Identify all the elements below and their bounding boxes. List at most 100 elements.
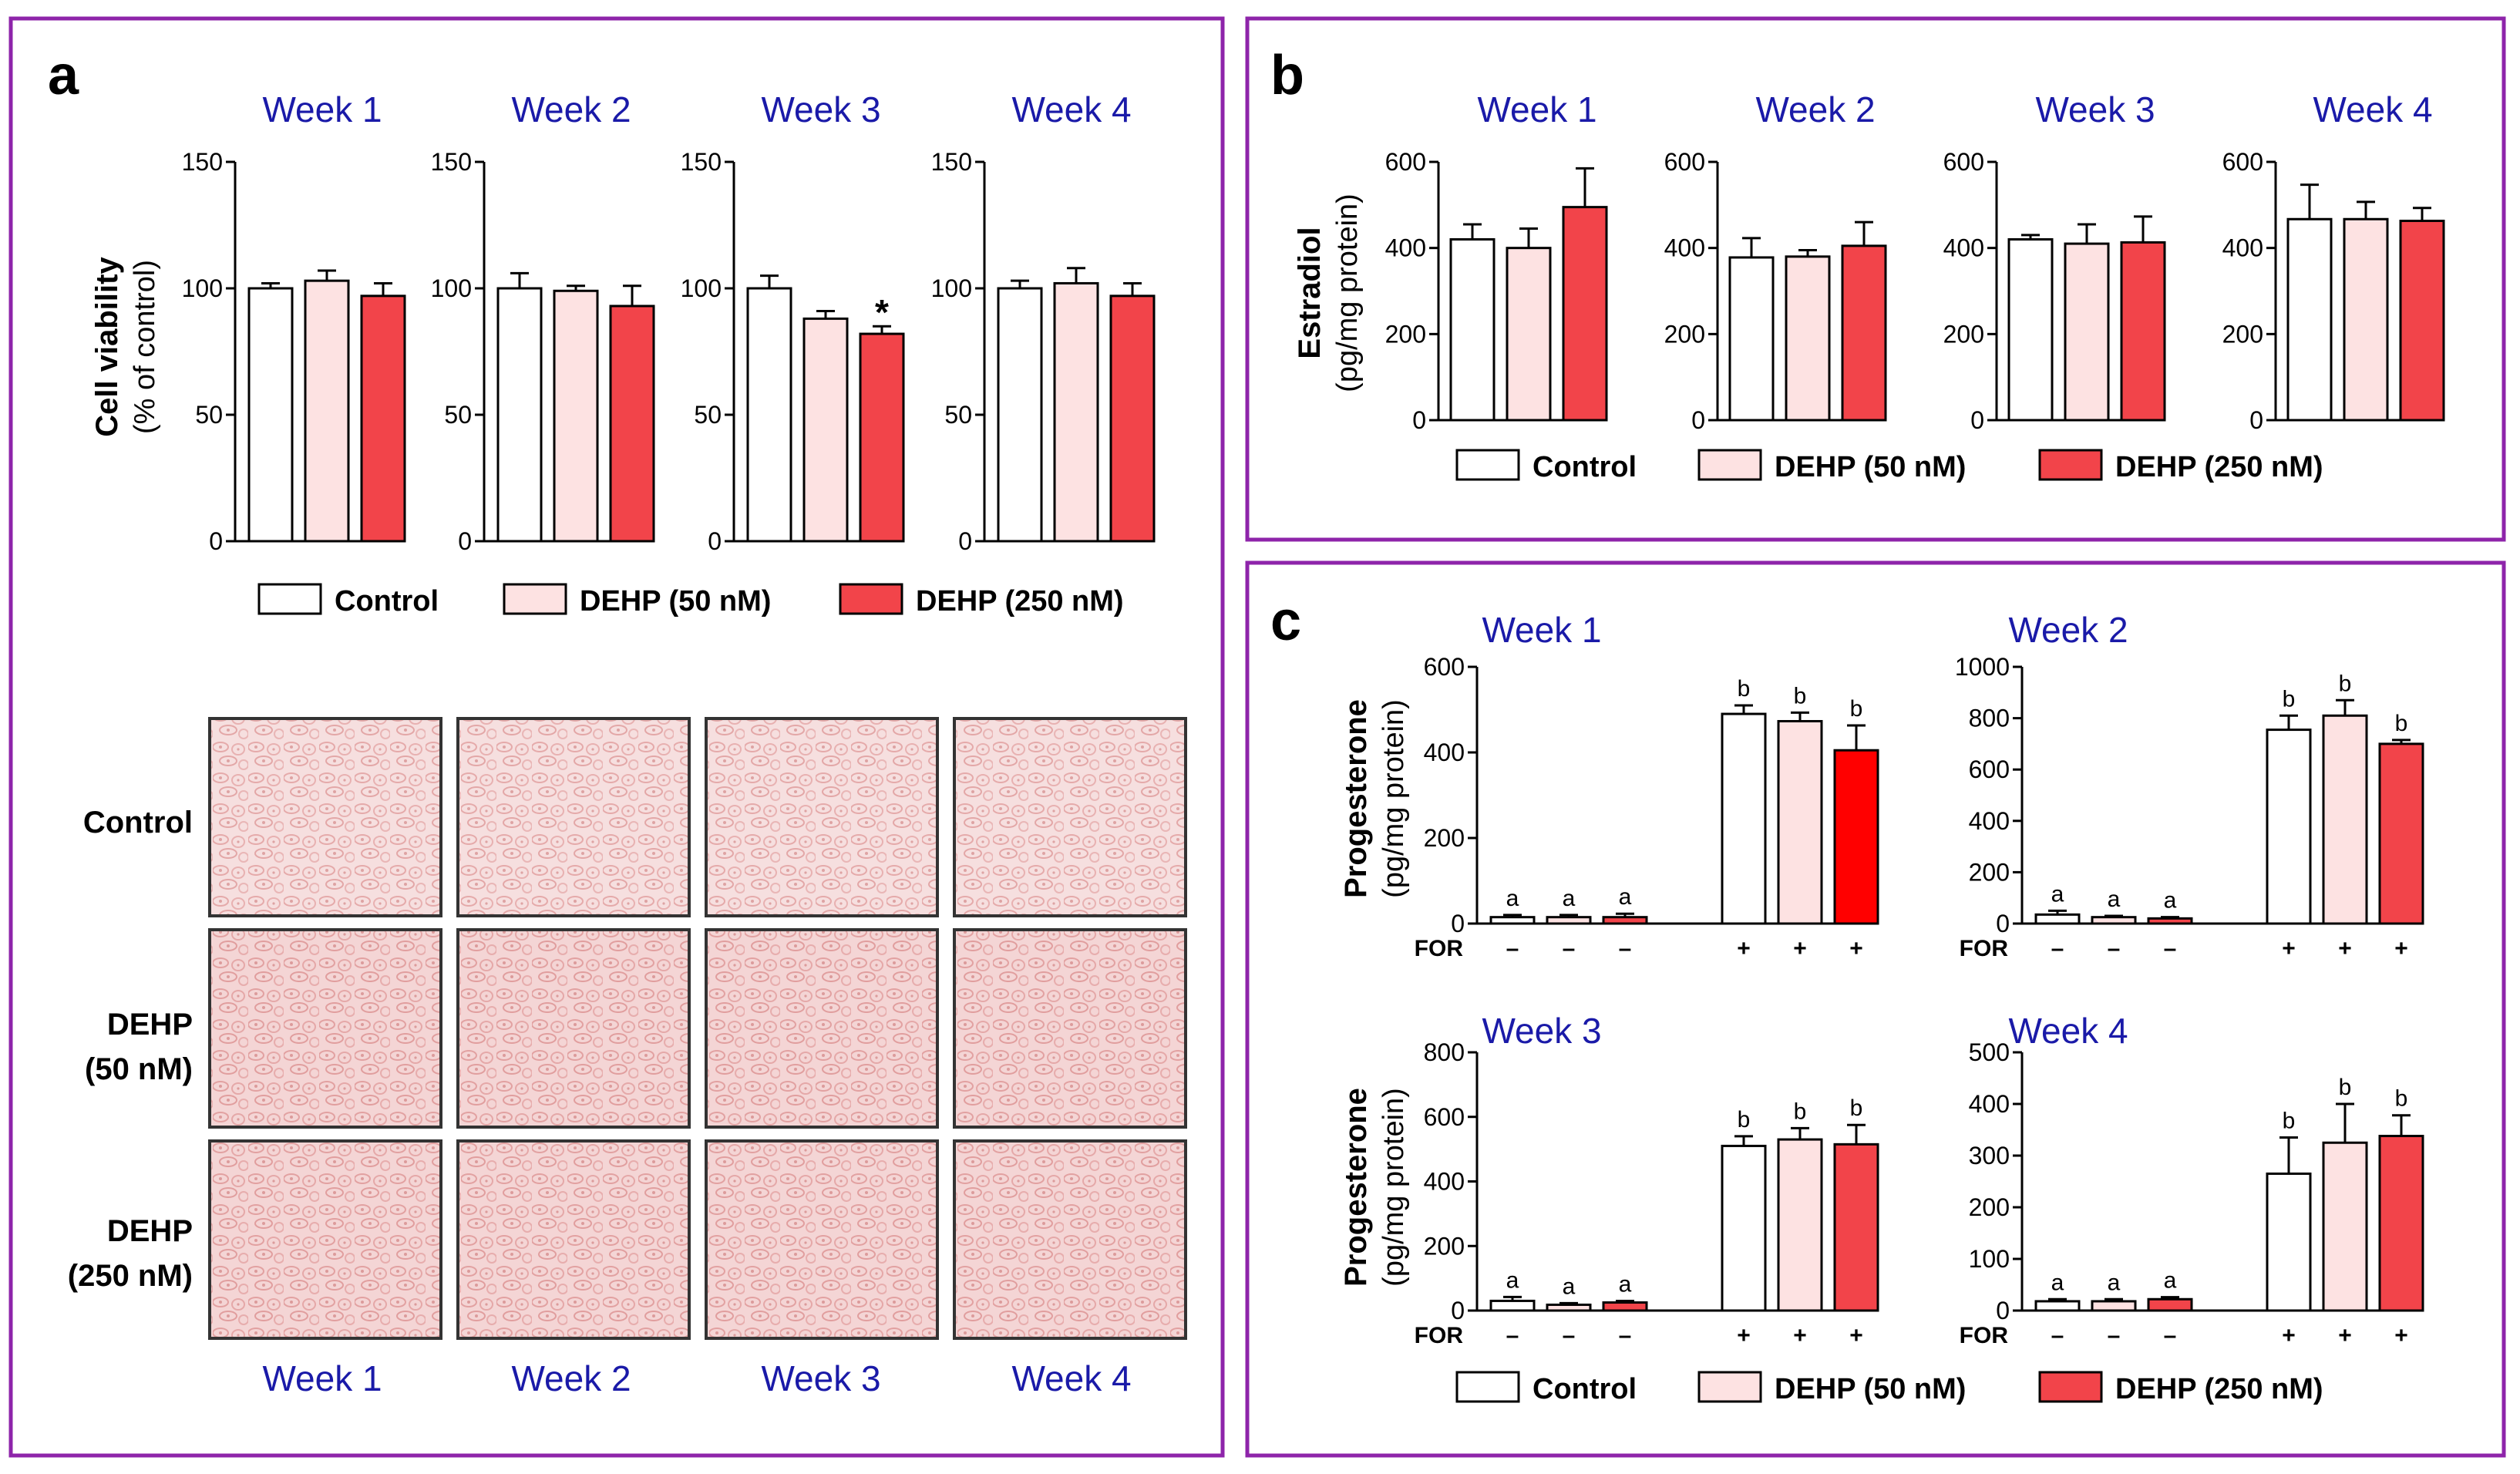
chart-c-week4: Week 4 0 100 200 300 400 500 a – a – a – b + b + b + FOR	[1960, 1011, 2424, 1348]
y-tick-label: 150	[182, 148, 223, 176]
legend-panel-b: Control DEHP (50 nM) DEHP (250 nM)	[1455, 449, 2323, 483]
bar	[997, 287, 1043, 543]
y-tick-label: 100	[1969, 1245, 2010, 1273]
y-tick-label: 400	[1969, 1090, 2010, 1118]
y-tick-label: 0	[708, 527, 722, 555]
bar	[360, 294, 406, 543]
y-tick-label: 500	[1969, 1038, 2010, 1066]
bar	[304, 279, 350, 543]
bar	[2007, 238, 2054, 422]
bar-label: *	[875, 292, 889, 332]
y-tick-label: 150	[931, 148, 972, 176]
chart-b-week2: Week 2 0 200 400 600	[1664, 89, 1887, 434]
for-sign: –	[2164, 1323, 2177, 1348]
panel-c-ylabel-sub-top: (pg/mg protein)	[1378, 699, 1410, 898]
for-label: FOR	[1960, 1323, 2009, 1348]
bar-label: a	[2051, 1270, 2064, 1295]
bar	[1833, 1143, 1879, 1312]
bar-label: b	[1850, 1095, 1863, 1121]
bar-label: a	[1563, 886, 1576, 911]
bar	[2064, 242, 2110, 422]
legend-label: DEHP (250 nM)	[916, 585, 1124, 618]
y-tick-label: 0	[1451, 1297, 1465, 1324]
y-tick-label: 800	[1424, 1038, 1465, 1066]
bar	[1777, 1138, 1823, 1312]
for-sign: –	[2108, 1323, 2121, 1348]
y-tick-label: 0	[2249, 406, 2263, 434]
y-tick-label: 600	[1943, 148, 1984, 176]
y-tick-label: 50	[195, 401, 223, 429]
y-tick-label: 800	[1969, 705, 2010, 732]
y-tick-label: 200	[1385, 320, 1426, 348]
chart-a-week1: Week 1 0 50 100 150	[182, 89, 406, 555]
bar-label: b	[2283, 1109, 2296, 1134]
chart-title: Week 3	[761, 89, 880, 130]
for-sign: –	[1563, 1323, 1576, 1348]
y-tick-label: 150	[431, 148, 472, 176]
y-tick-label: 600	[1664, 148, 1705, 176]
for-sign: –	[2164, 936, 2177, 961]
bar-label: b	[2283, 686, 2296, 712]
y-tick-label: 100	[681, 274, 722, 302]
for-sign: –	[1619, 1323, 1632, 1348]
y-tick-label: 1000	[1955, 653, 2010, 681]
bar	[2034, 913, 2081, 925]
chart-title: Week 2	[2008, 610, 2128, 650]
bar	[1833, 749, 1879, 925]
legend-label: Control	[1533, 1373, 1637, 1405]
bar-label: b	[1794, 683, 1807, 708]
for-sign: +	[2338, 1323, 2352, 1348]
y-tick-label: 600	[1424, 653, 1465, 681]
y-tick-label: 200	[2222, 320, 2263, 348]
chart-c-week1: Week 1 0 200 400 600 a – a – a – b + b + b + FOR	[1415, 610, 1879, 961]
for-sign: +	[2338, 936, 2352, 961]
y-tick-label: 0	[209, 527, 223, 555]
bar-label: a	[1506, 886, 1519, 911]
for-sign: +	[1849, 936, 1863, 961]
bar	[1053, 281, 1099, 543]
micrograph-control-week-4	[953, 717, 1187, 917]
y-tick-label: 0	[958, 527, 972, 555]
bar	[2091, 916, 2137, 925]
chart-title: Week 3	[1482, 1011, 1601, 1051]
photo-col-week-3: Week 3	[761, 1358, 880, 1398]
legend-panel-c: Control DEHP (50 nM) DEHP (250 nM)	[1455, 1371, 2323, 1405]
y-tick-label: 600	[1424, 1103, 1465, 1131]
for-label: FOR	[1960, 936, 2009, 961]
bar	[1841, 244, 1887, 422]
y-tick-label: 200	[1943, 320, 1984, 348]
bar	[2322, 1141, 2368, 1312]
bar	[1602, 916, 1648, 925]
bar	[746, 287, 792, 543]
legend-swatch	[2038, 1371, 2103, 1403]
legend-swatch	[839, 583, 903, 615]
bar-label: a	[2108, 887, 2121, 912]
panel-c-ylabel-bottom: Progesterone	[1339, 1088, 1373, 1287]
legend-swatch	[1455, 1371, 1520, 1403]
legend-swatch	[2038, 449, 2103, 481]
chart-title: Week 1	[1482, 610, 1601, 650]
micrograph-dehp250-week-3	[705, 1139, 939, 1340]
for-sign: +	[2394, 936, 2408, 961]
bar-label: b	[2395, 1086, 2408, 1112]
photo-row-label-dehp50-line2: (50 nM)	[85, 1052, 193, 1086]
chart-title: Week 3	[2035, 89, 2155, 130]
chart-b-week4: Week 4 0 200 400 600	[2222, 89, 2445, 434]
panel-a-letter: a	[48, 45, 79, 106]
chart-title: Week 4	[2313, 89, 2432, 130]
micrograph-dehp50-week-4	[953, 928, 1187, 1129]
bar	[2120, 241, 2166, 422]
bar	[1602, 1301, 1648, 1312]
y-tick-label: 50	[694, 401, 722, 429]
bar-label: b	[1850, 696, 1863, 722]
bar	[553, 289, 599, 543]
for-sign: –	[2051, 936, 2064, 961]
chart-a-week4: Week 4 0 50 100 150	[931, 89, 1156, 555]
chart-title: Week 1	[262, 89, 382, 130]
y-tick-label: 0	[458, 527, 472, 555]
bar-label: a	[1619, 1271, 1632, 1297]
bar	[2378, 1135, 2424, 1312]
bar	[2343, 217, 2389, 422]
micrograph-control-week-3	[705, 717, 939, 917]
